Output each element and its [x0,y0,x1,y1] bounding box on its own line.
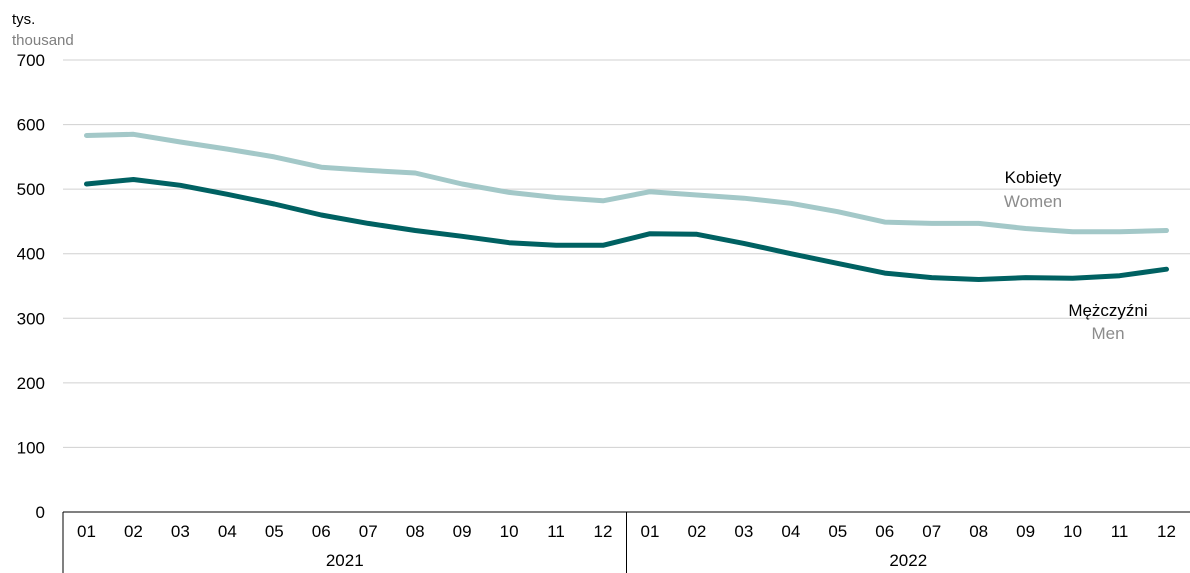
x-tick-label: 11 [1111,522,1129,541]
x-axis: 01 02 03 04 05 06 07 08 09 10 11 12 2021 01 02 03 04 05 06… [62,511,1190,573]
x-tick-label: 12 [1157,522,1176,541]
x-tick-label: 01 [641,522,660,541]
x-tick-label: 02 [124,522,143,541]
x-tick-label: 08 [406,522,425,541]
year-label: 2022 [889,551,927,570]
y-tick-label: 400 [17,245,45,264]
x-tick-label: 05 [265,522,284,541]
x-tick-label: 11 [547,522,565,541]
x-tick-label: 07 [922,522,941,541]
legend-men-label-en: Men [1091,324,1124,343]
y-tick-label: 100 [17,438,45,457]
x-tick-label: 04 [218,522,237,541]
gridlines [63,59,1190,448]
y-unit-label: tys. [12,11,35,28]
series-line-men [84,177,1169,282]
year-label: 2021 [326,551,364,570]
y-tick-label: 700 [17,51,45,70]
x-tick-label: 03 [171,522,190,541]
x-tick-label: 02 [687,522,706,541]
x-tick-label: 10 [1063,522,1082,541]
y-axis: 0 100 200 300 400 500 600 700 [17,51,45,522]
x-tick-label: 06 [875,522,894,541]
legend-men-label: Mężczyźni [1068,301,1147,320]
x-tick-label: 12 [594,522,613,541]
y-tick-label: 500 [17,180,45,199]
y-tick-label: 200 [17,374,45,393]
x-tick-label: 10 [500,522,519,541]
series-lines [84,131,1169,282]
x-tick-label: 04 [781,522,800,541]
x-tick-label: 05 [828,522,847,541]
x-tick-label: 07 [359,522,378,541]
legend-women-label-en: Women [1004,192,1062,211]
y-tick-label: 300 [17,309,45,328]
y-tick-label: 600 [17,116,45,135]
x-tick-label: 09 [453,522,472,541]
x-tick-label: 08 [969,522,988,541]
series-line-women [84,131,1169,235]
x-tick-label: 06 [312,522,331,541]
x-tick-label: 01 [77,522,96,541]
y-unit-label-en: thousand [12,32,74,49]
x-tick-label: 03 [734,522,753,541]
x-tick-label: 09 [1016,522,1035,541]
y-tick-label: 0 [36,503,45,522]
legend-women-label: Kobiety [1005,168,1062,187]
